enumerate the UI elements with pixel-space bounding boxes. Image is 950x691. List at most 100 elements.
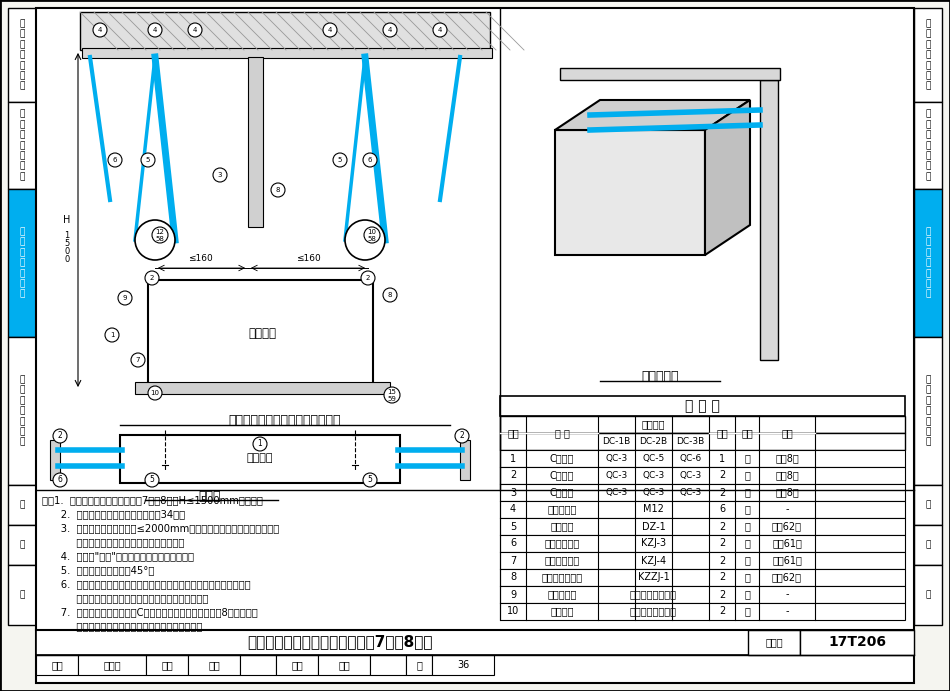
- Text: 4.  图中用"青色"表示的部分为侧向抗震斜撑。: 4. 图中用"青色"表示的部分为侧向抗震斜撑。: [42, 551, 194, 561]
- Text: 桥
架
抗
震
支
吊
架: 桥 架 抗 震 支 吊 架: [925, 227, 931, 299]
- Text: 抗震直角连接件: 抗震直角连接件: [542, 573, 582, 583]
- Bar: [8, 8, 36, 102]
- Text: 名 称: 名 称: [555, 428, 569, 438]
- Bar: [500, 535, 905, 552]
- Text: 俯视图: 俯视图: [199, 489, 221, 502]
- Text: 电缆桥架: 电缆桥架: [248, 327, 276, 339]
- Text: 2.  电缆桥架抗震支吊架选用表见第34页。: 2. 电缆桥架抗震支吊架选用表见第34页。: [42, 509, 185, 519]
- Text: QC-3: QC-3: [605, 488, 628, 497]
- Text: 规格型号: 规格型号: [642, 419, 665, 430]
- Text: 材 料 表: 材 料 表: [685, 399, 720, 413]
- Text: 4: 4: [510, 504, 516, 515]
- Bar: [500, 518, 905, 535]
- Text: 见第61页: 见第61页: [772, 556, 802, 565]
- Circle shape: [271, 183, 285, 197]
- Bar: [80, 12, 490, 50]
- Text: 2: 2: [719, 607, 725, 616]
- Circle shape: [383, 288, 397, 302]
- Text: 6: 6: [58, 475, 63, 484]
- Text: 6.  当工程设计中所选用的材料与本图集总说明不一致时，应按采用的: 6. 当工程设计中所选用的材料与本图集总说明不一致时，应按采用的: [42, 579, 251, 589]
- Circle shape: [53, 429, 67, 443]
- Text: 1: 1: [110, 332, 114, 338]
- Bar: [760, 80, 778, 360]
- Text: 6: 6: [719, 504, 725, 515]
- Text: 3: 3: [510, 487, 516, 498]
- Text: QC-3: QC-3: [679, 488, 702, 497]
- Text: 风
管
抗
震
支
吊
架: 风 管 抗 震 支 吊 架: [925, 110, 931, 181]
- Bar: [914, 8, 942, 102]
- Bar: [8, 565, 36, 625]
- Circle shape: [145, 271, 159, 285]
- Bar: [8, 337, 36, 485]
- Bar: [146, 655, 188, 675]
- Text: KZJ-3: KZJ-3: [641, 538, 666, 549]
- Text: 1: 1: [257, 439, 262, 448]
- Text: 4: 4: [438, 27, 442, 33]
- Bar: [560, 68, 780, 80]
- Text: 见第62页: 见第62页: [772, 522, 802, 531]
- Bar: [500, 450, 905, 467]
- Text: 5: 5: [145, 157, 150, 163]
- Text: 三维示意图: 三维示意图: [641, 370, 678, 383]
- Bar: [406, 655, 432, 675]
- Circle shape: [105, 328, 119, 342]
- Text: ≤160: ≤160: [188, 254, 213, 263]
- Text: 数量: 数量: [716, 428, 728, 438]
- Circle shape: [364, 227, 380, 243]
- Bar: [78, 655, 146, 675]
- Bar: [500, 552, 905, 569]
- Text: H: H: [64, 215, 70, 225]
- Text: 综
合
抗
震
支
吊
架: 综 合 抗 震 支 吊 架: [19, 375, 25, 446]
- Text: 17T206: 17T206: [828, 635, 886, 649]
- Text: 5: 5: [368, 475, 372, 484]
- Polygon shape: [555, 100, 750, 130]
- Text: 2: 2: [719, 522, 725, 531]
- Bar: [318, 655, 370, 675]
- Text: 套: 套: [744, 573, 750, 583]
- Bar: [370, 655, 406, 675]
- Text: 2: 2: [366, 275, 370, 281]
- Bar: [914, 102, 942, 189]
- Text: 1: 1: [510, 453, 516, 464]
- Text: 2: 2: [719, 556, 725, 565]
- Text: 1: 1: [65, 231, 69, 240]
- Text: QC-6: QC-6: [679, 454, 702, 463]
- Circle shape: [361, 271, 375, 285]
- Text: 见第8页: 见第8页: [775, 471, 799, 480]
- Bar: [240, 655, 276, 675]
- Text: 5: 5: [510, 522, 516, 531]
- Text: 件: 件: [744, 487, 750, 498]
- Bar: [8, 102, 36, 189]
- Circle shape: [213, 168, 227, 182]
- Text: 3.  当管道承重支吊架间距≤2000mm时，本图抗震支吊架的布置和承重: 3. 当管道承重支吊架间距≤2000mm时，本图抗震支吊架的布置和承重: [42, 523, 279, 533]
- Text: 点: 点: [925, 540, 931, 549]
- Text: 2: 2: [719, 487, 725, 498]
- Text: 桥
架
抗
震
支
吊
架: 桥 架 抗 震 支 吊 架: [19, 227, 25, 299]
- Circle shape: [148, 23, 162, 37]
- Text: 点: 点: [19, 540, 25, 549]
- Circle shape: [345, 220, 385, 260]
- Text: 电缆桥架: 电缆桥架: [247, 453, 274, 463]
- Text: 见第8页: 见第8页: [775, 487, 799, 498]
- Text: 槽钢底座: 槽钢底座: [550, 522, 574, 531]
- Text: 见第61页: 见第61页: [772, 538, 802, 549]
- Text: 管
道
抗
震
支
吊
架: 管 道 抗 震 支 吊 架: [19, 19, 25, 91]
- Bar: [36, 655, 78, 675]
- Circle shape: [383, 23, 397, 37]
- Circle shape: [131, 353, 145, 367]
- Bar: [914, 337, 942, 485]
- Text: 件: 件: [744, 471, 750, 480]
- Circle shape: [93, 23, 107, 37]
- Bar: [50, 440, 60, 480]
- Text: 4: 4: [388, 27, 392, 33]
- Text: 10: 10: [150, 390, 160, 396]
- Bar: [148, 280, 373, 385]
- Text: DC-3B: DC-3B: [676, 437, 705, 446]
- Text: 8: 8: [388, 292, 392, 298]
- Text: 6: 6: [368, 157, 372, 163]
- Text: 2: 2: [58, 431, 63, 440]
- Text: 7.  当工程设计中所选用的C型槽钢的规格及截面特性与第8页中的技术: 7. 当工程设计中所选用的C型槽钢的规格及截面特性与第8页中的技术: [42, 607, 257, 617]
- Text: 秦鑫: 秦鑫: [208, 660, 219, 670]
- Circle shape: [323, 23, 337, 37]
- Bar: [500, 569, 905, 586]
